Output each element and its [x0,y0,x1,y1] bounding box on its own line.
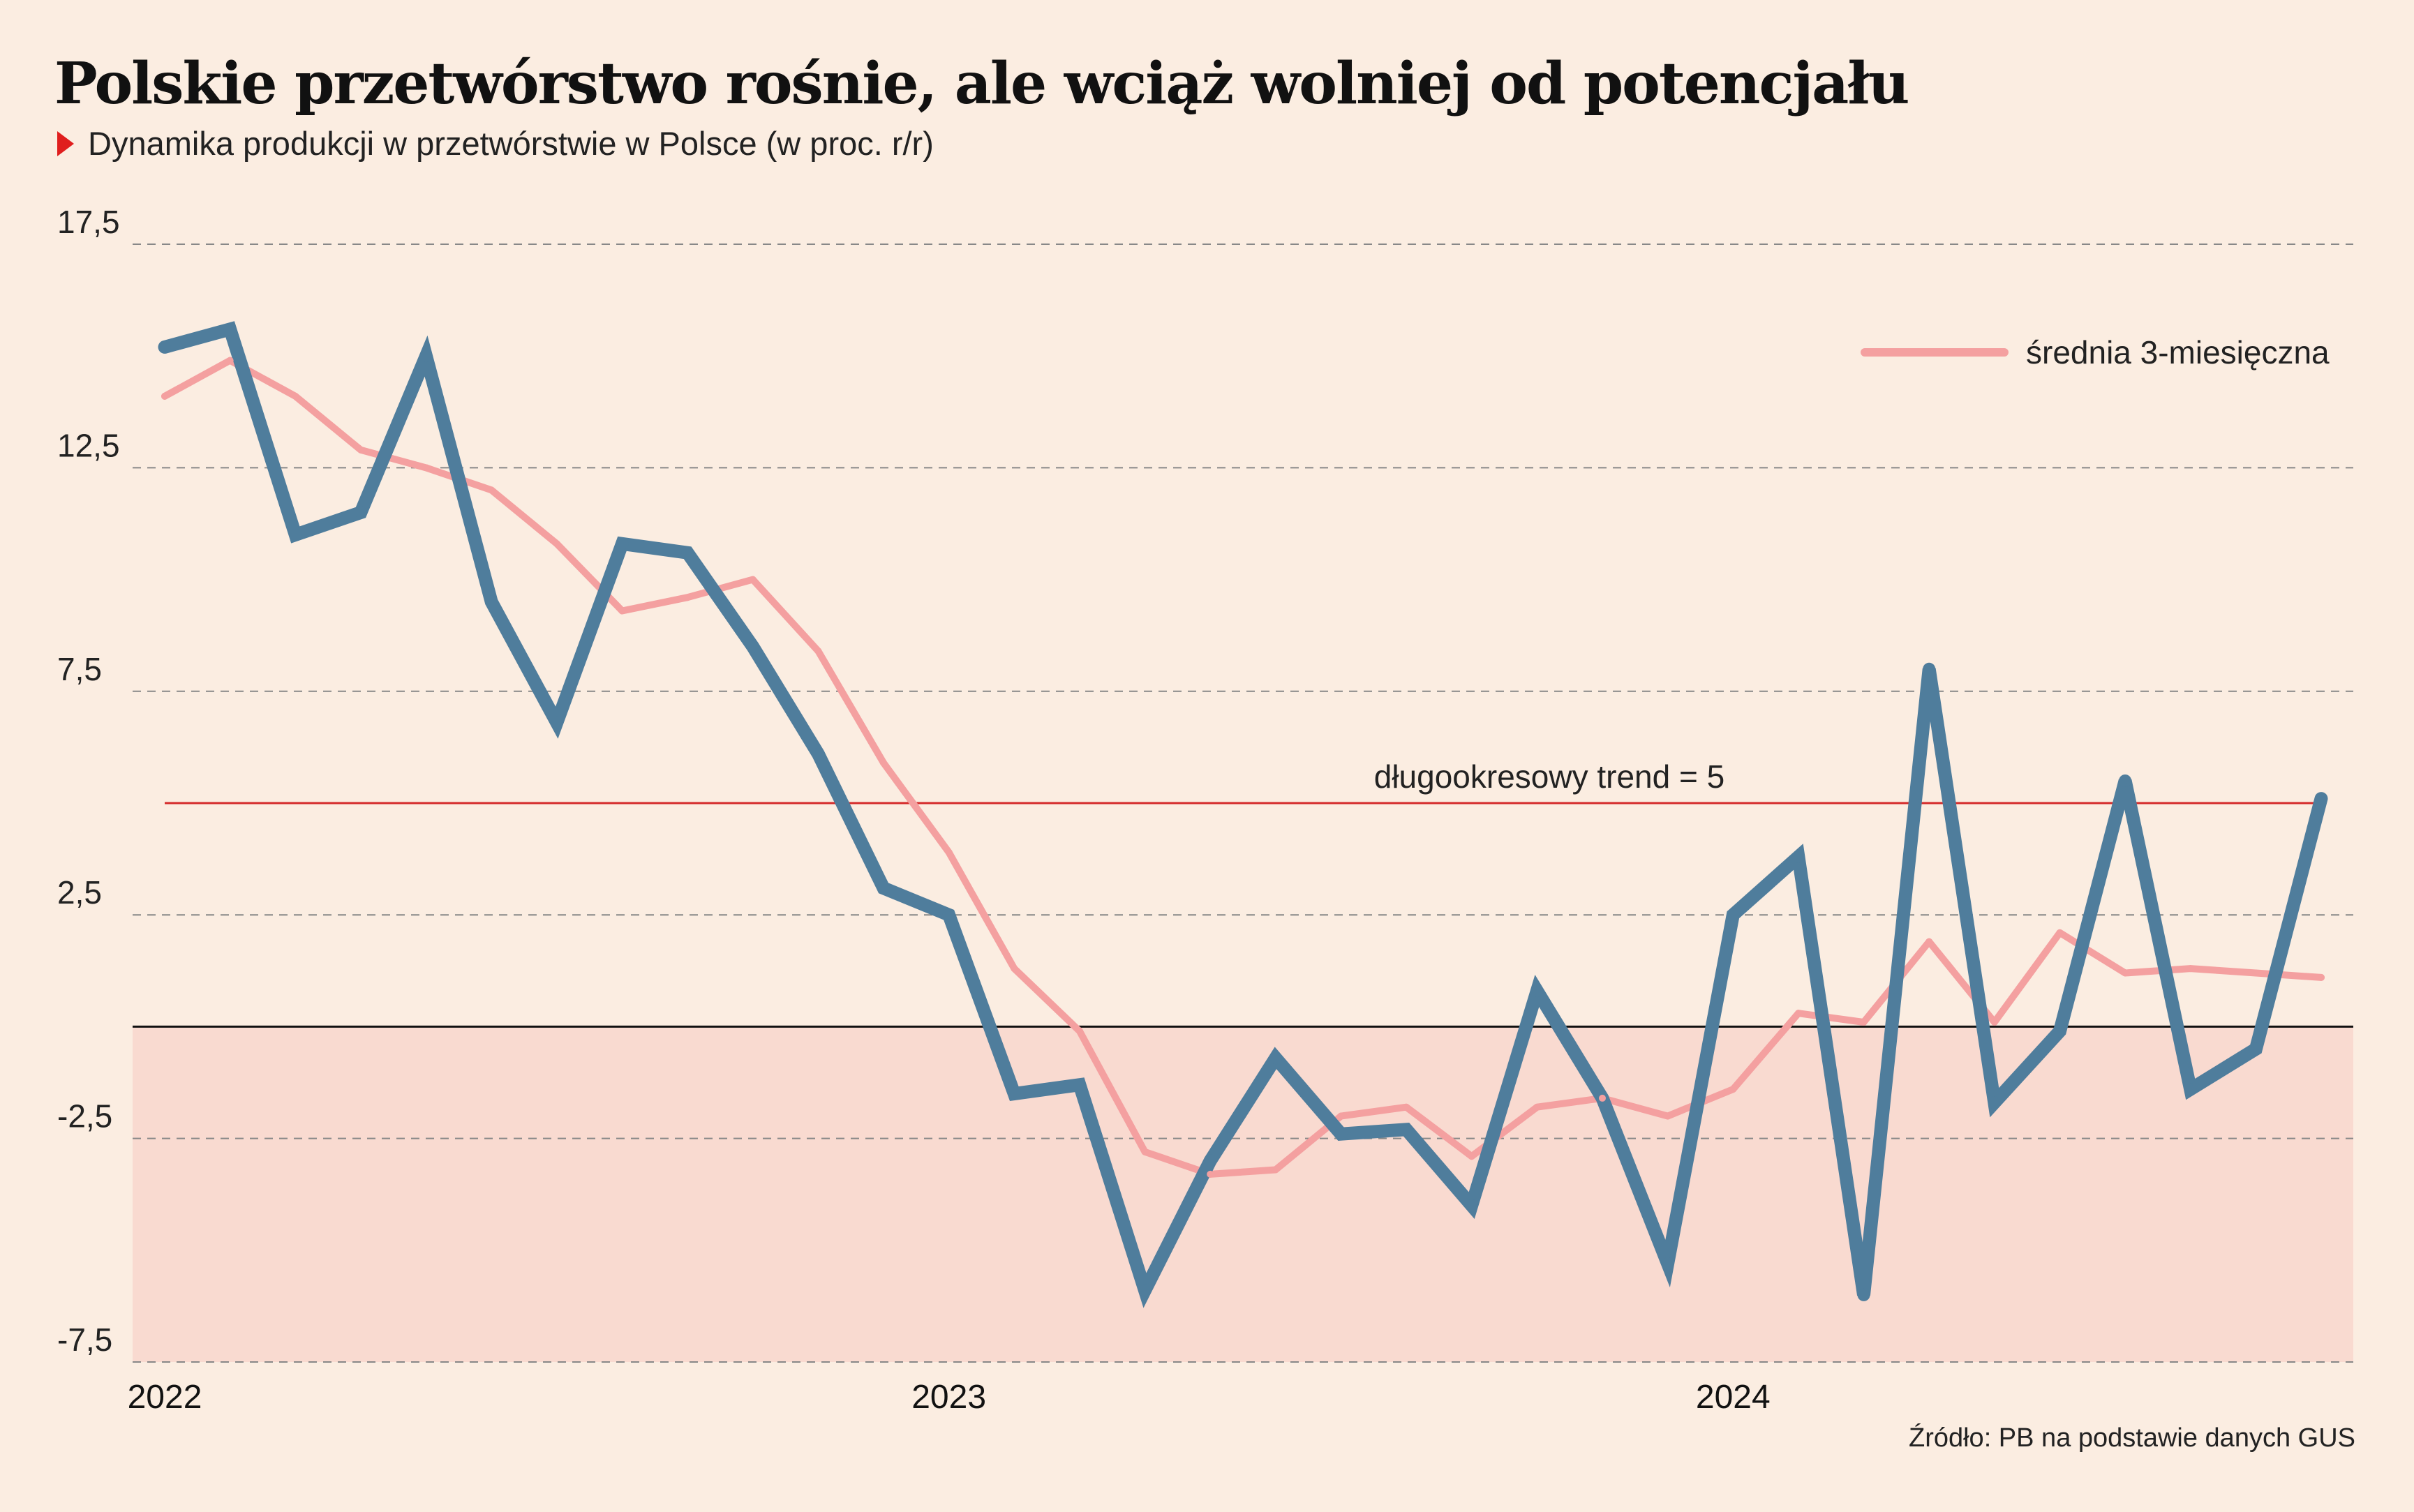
legend-label-average: średnia 3-miesięczna [2026,334,2330,370]
average-series-point [422,464,430,472]
main-series-line [158,321,2328,1308]
main-series-point [2119,774,2132,787]
average-series-point [1794,1010,1802,1017]
x-tick-label: 2023 [911,1379,986,1416]
average-series-point [1925,938,1933,945]
y-tick-label: 12,5 [57,427,120,463]
average-series-point [1403,1103,1410,1111]
main-series-point [1857,1288,1870,1301]
average-series-point [2122,969,2129,977]
main-series-point [2053,1024,2066,1038]
main-series-point [2184,1083,2197,1096]
grid-lines [133,244,2353,1363]
y-tick-label: -2,5 [57,1098,112,1135]
x-axis-labels: 2022 2023 2024 [128,1379,1771,1416]
average-series-point [1272,1166,1279,1174]
average-series-point [357,446,364,454]
main-series-point [812,747,825,761]
average-series-point [1990,1018,1998,1026]
y-tick-label: 17,5 [57,204,120,240]
average-series-point [880,759,887,767]
average-series-point [1664,1112,1671,1120]
average-series-point [945,848,953,856]
average-series-point [1599,1094,1606,1102]
average-series-point [814,648,822,655]
legend: średnia 3-miesięczna [1861,334,2330,370]
red-triangle-icon [57,130,74,156]
average-series-point [1533,1103,1541,1111]
chart-title: Polskie przetwórstwo rośnie, ale wciąż w… [54,50,1909,117]
main-series-points [158,322,2327,1301]
main-series-point [1530,985,1544,998]
trend-line-label: długookresowy trend = 5 [1374,758,1724,795]
main-series-point [942,908,955,922]
main-series-point [1073,1078,1086,1091]
average-series-point [1011,965,1018,973]
average-series-point [226,357,234,364]
average-series-point [292,392,299,400]
chart-subtitle: Dynamika produkcji w przetwórstwie w Pol… [57,124,934,163]
main-series-point [158,340,171,354]
main-series-point [2249,1042,2263,1056]
average-series-points [161,357,2325,1178]
y-tick-label: 2,5 [57,874,102,911]
main-series-point [1727,908,1740,922]
y-tick-label: 7,5 [57,651,102,687]
average-series-point [749,576,757,583]
main-series-point [1988,1096,2001,1109]
main-series-point [1008,1087,1021,1100]
average-series-point [553,540,560,548]
average-series-line [161,357,2325,1178]
average-series-point [2056,929,2064,936]
main-series-point [616,537,629,551]
x-tick-label: 2024 [1696,1379,1771,1416]
main-series-point [289,528,302,541]
main-series-point [1204,1154,1217,1167]
chart-subtitle-text: Dynamika produkcji w przetwórstwie w Pol… [88,125,934,162]
main-series-point [1138,1284,1152,1297]
y-axis-labels: 17,5 12,5 7,5 2,5 -2,5 -7,5 [57,204,120,1358]
main-series-point [1791,850,1805,863]
y-tick-label: -7,5 [57,1322,112,1358]
average-series-point [1468,1153,1475,1160]
main-series-point [550,716,563,729]
main-series-point [2315,792,2327,805]
main-series-point [746,640,759,653]
average-series-point [2318,973,2325,981]
main-series-point [1923,662,1936,675]
average-series-point [618,607,626,615]
average-series-point [2186,965,2194,973]
main-series-point [877,881,890,895]
main-series-point [1334,1128,1348,1141]
average-series-point [1860,1018,1868,1026]
x-tick-label: 2022 [128,1379,202,1416]
main-series-point [419,350,433,363]
average-series-point [488,486,496,494]
average-series-point [2252,969,2260,977]
main-series-point [1269,1051,1282,1065]
main-series-point [681,546,694,560]
average-series-point [1141,1148,1149,1155]
average-series-point [1207,1170,1214,1178]
main-series-point [223,322,237,336]
main-series-point [1661,1257,1674,1271]
main-series-point [485,595,498,608]
average-series-point [1337,1112,1345,1120]
main-series-point [354,506,367,519]
average-series-point [1729,1086,1737,1093]
main-series-point [1400,1123,1413,1136]
source-note: Źródło: PB na podstawie danych GUS [1908,1423,2355,1453]
main-series-point [1465,1199,1478,1212]
average-series-point [161,392,168,400]
negative-zone [133,1026,2353,1362]
average-series-point [1075,1027,1083,1035]
average-series-point [684,594,692,601]
